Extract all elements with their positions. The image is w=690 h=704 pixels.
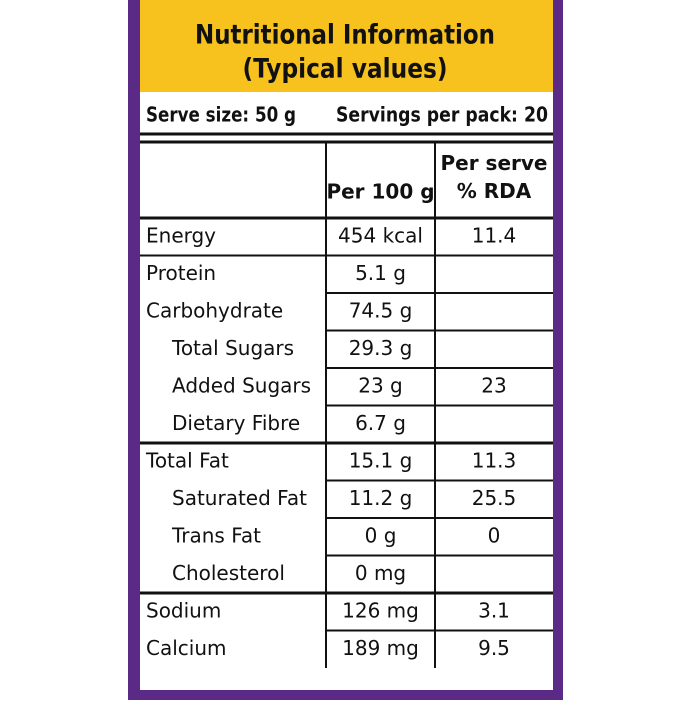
nutrient-label: Saturated Fat — [172, 486, 307, 510]
nutrient-label: Cholesterol — [172, 561, 285, 585]
column-header: Per serve% RDA — [441, 151, 548, 203]
per-100g: 454 kcal — [338, 223, 423, 247]
nutrient-label: Calcium — [146, 636, 227, 660]
column-header: Per 100 g — [326, 180, 434, 204]
per-100g: 5.1 g — [355, 261, 406, 285]
nutrient-label: Trans Fat — [171, 523, 261, 547]
rda: 3.1 — [478, 598, 510, 622]
per-100g: 23 g — [358, 373, 403, 397]
servings: Servings per pack: 20 — [336, 103, 548, 127]
nutrient-label: Dietary Fibre — [172, 411, 300, 435]
per-100g: 189 mg — [342, 636, 419, 660]
title-line: (Typical values) — [243, 54, 448, 85]
per-100g: 6.7 g — [355, 411, 406, 435]
nutrient-label: Total Fat — [145, 448, 229, 472]
rda: 25.5 — [472, 486, 517, 510]
nutrient-label: Energy — [146, 223, 216, 247]
rda: 0 — [488, 523, 501, 547]
rda: 9.5 — [478, 636, 510, 660]
nutrient-label: Carbohydrate — [146, 298, 283, 322]
per-100g: 0 g — [365, 523, 397, 547]
rda: 11.4 — [472, 223, 517, 247]
rda: 11.3 — [472, 448, 517, 472]
per-100g: 74.5 g — [349, 298, 413, 322]
nutrient-label: Added Sugars — [172, 373, 311, 397]
nutrient-label: Sodium — [146, 598, 221, 622]
per-100g: 29.3 g — [349, 336, 413, 360]
per-100g: 126 mg — [342, 598, 419, 622]
per-100g: 11.2 g — [349, 486, 413, 510]
serve-size: Serve size: 50 g — [146, 103, 296, 127]
nutrient-label: Total Sugars — [171, 336, 294, 360]
header-band — [140, 0, 553, 92]
per-100g: 0 mg — [355, 561, 406, 585]
title-line: Nutritional Information — [195, 20, 495, 51]
panel — [140, 0, 553, 690]
per-100g: 15.1 g — [349, 448, 413, 472]
nutrient-label: Protein — [146, 261, 216, 285]
rda: 23 — [481, 373, 506, 397]
